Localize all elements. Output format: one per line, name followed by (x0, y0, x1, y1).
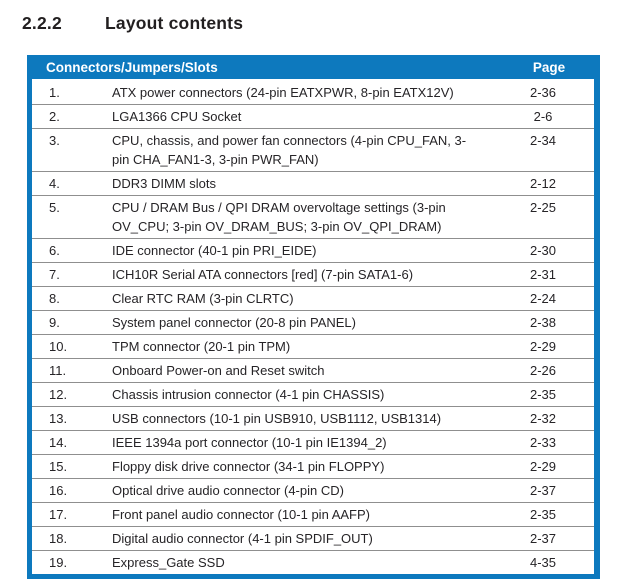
row-number: 10. (49, 339, 68, 354)
row-page-number: 2-25 (529, 200, 557, 215)
row-page-number: 2-38 (529, 315, 557, 330)
row-page-number: 2-34 (529, 133, 557, 148)
row-number: 15. (49, 459, 68, 474)
row-number: 12. (49, 387, 68, 402)
row-number: 1. (49, 85, 60, 100)
row-number: 7. (49, 267, 60, 282)
table-row: 7. ICH10R Serial ATA connectors [red] (7-… (32, 262, 594, 286)
row-number: 14. (49, 435, 68, 450)
table-row: 12. Chassis intrusion connector (4-1 pin … (32, 382, 594, 406)
header-connectors-jumpers-slots: Connectors/Jumpers/Slots (46, 59, 218, 75)
row-page-number: 2-26 (529, 363, 557, 378)
row-description: Optical drive audio connector (4-pin CD) (112, 483, 344, 498)
row-number: 4. (49, 176, 60, 191)
row-number: 19. (49, 555, 68, 570)
row-number: 3. (49, 133, 60, 148)
table-row: 13. USB connectors (10-1 pin USB910, USB1… (32, 406, 594, 430)
row-description: CPU / DRAM Bus / QPI DRAM overvoltage se… (112, 200, 446, 234)
row-description: TPM connector (20-1 pin TPM) (112, 339, 291, 354)
row-page-number: 2-12 (529, 176, 557, 191)
table-row: 14. IEEE 1394a port connector (10-1 pin I… (32, 430, 594, 454)
row-description: IEEE 1394a port connector (10-1 pin IE13… (112, 435, 387, 450)
header-page: Page (532, 59, 566, 75)
table-row: 16. Optical drive audio connector (4-pin … (32, 478, 594, 502)
section-heading: 2.2.2 Layout contents (22, 13, 243, 34)
table-row: 4. DDR3 DIMM slots 2-12 (32, 171, 594, 195)
layout-contents-table: Connectors/Jumpers/Slots Page 1. ATX powe… (27, 55, 600, 579)
row-page-number: 4-35 (529, 555, 557, 570)
row-description: LGA1366 CPU Socket (112, 109, 242, 124)
row-page-number: 2-30 (529, 243, 557, 258)
row-description: USB connectors (10-1 pin USB910, USB1112… (112, 411, 442, 426)
table-body: 1. ATX power connectors (24-pin EATXPWR, … (32, 79, 594, 574)
table-row: 15. Floppy disk drive connector (34-1 pin… (32, 454, 594, 478)
row-page-number: 2-36 (529, 85, 557, 100)
row-page-number: 2-35 (529, 387, 557, 402)
table-row: 17. Front panel audio connector (10-1 pin… (32, 502, 594, 526)
row-description: Express_Gate SSD (112, 555, 225, 570)
table-row: 10. TPM connector (20-1 pin TPM) 2-29 (32, 334, 594, 358)
table-header-row: Connectors/Jumpers/Slots Page (27, 55, 600, 79)
table-row: 18. Digital audio connector (4-1 pin SPDI… (32, 526, 594, 550)
table-row: 11. Onboard Power-on and Reset switch 2-26 (32, 358, 594, 382)
row-description: ICH10R Serial ATA connectors [red] (7-pi… (112, 267, 414, 282)
table-row: 1. ATX power connectors (24-pin EATXPWR, … (32, 81, 594, 104)
row-page-number: 2-37 (529, 483, 557, 498)
table-row: 2. LGA1366 CPU Socket 2-6 (32, 104, 594, 128)
row-page-number: 2-24 (529, 291, 557, 306)
row-description: Onboard Power-on and Reset switch (112, 363, 325, 378)
row-description: ATX power connectors (24-pin EATXPWR, 8-… (112, 85, 454, 100)
table-row: 19. Express_Gate SSD 4-35 (32, 550, 594, 574)
row-number: 9. (49, 315, 60, 330)
table-row: 9. System panel connector (20-8 pin PANEL… (32, 310, 594, 334)
row-page-number: 2-6 (533, 109, 553, 124)
row-number: 16. (49, 483, 68, 498)
row-description: DDR3 DIMM slots (112, 176, 217, 191)
row-number: 11. (49, 363, 67, 378)
row-description: Floppy disk drive connector (34-1 pin FL… (112, 459, 385, 474)
row-description: Clear RTC RAM (3-pin CLRTC) (112, 291, 294, 306)
table-row: 3. CPU, chassis, and power fan connectors… (32, 128, 594, 171)
row-description: Digital audio connector (4-1 pin SPDIF_O… (112, 531, 373, 546)
row-description: Front panel audio connector (10-1 pin AA… (112, 507, 370, 522)
row-number: 8. (49, 291, 60, 306)
row-page-number: 2-29 (529, 459, 557, 474)
row-page-number: 2-29 (529, 339, 557, 354)
row-description: IDE connector (40-1 pin PRI_EIDE) (112, 243, 317, 258)
row-description: CPU, chassis, and power fan connectors (… (112, 133, 467, 167)
row-page-number: 2-32 (529, 411, 557, 426)
row-description: Chassis intrusion connector (4-1 pin CHA… (112, 387, 385, 402)
row-page-number: 2-33 (529, 435, 557, 450)
row-number: 13. (49, 411, 68, 426)
row-number: 5. (49, 200, 60, 215)
table-row: 6. IDE connector (40-1 pin PRI_EIDE) 2-30 (32, 238, 594, 262)
row-number: 2. (49, 109, 60, 124)
row-page-number: 2-31 (529, 267, 557, 282)
row-number: 18. (49, 531, 68, 546)
row-page-number: 2-37 (529, 531, 557, 546)
row-description: System panel connector (20-8 pin PANEL) (112, 315, 356, 330)
table-row: 5. CPU / DRAM Bus / QPI DRAM overvoltage … (32, 195, 594, 238)
row-number: 6. (49, 243, 60, 258)
section-number: 2.2.2 (22, 13, 62, 33)
row-number: 17. (49, 507, 68, 522)
row-page-number: 2-35 (529, 507, 557, 522)
section-title: Layout contents (105, 13, 244, 33)
table-row: 8. Clear RTC RAM (3-pin CLRTC) 2-24 (32, 286, 594, 310)
